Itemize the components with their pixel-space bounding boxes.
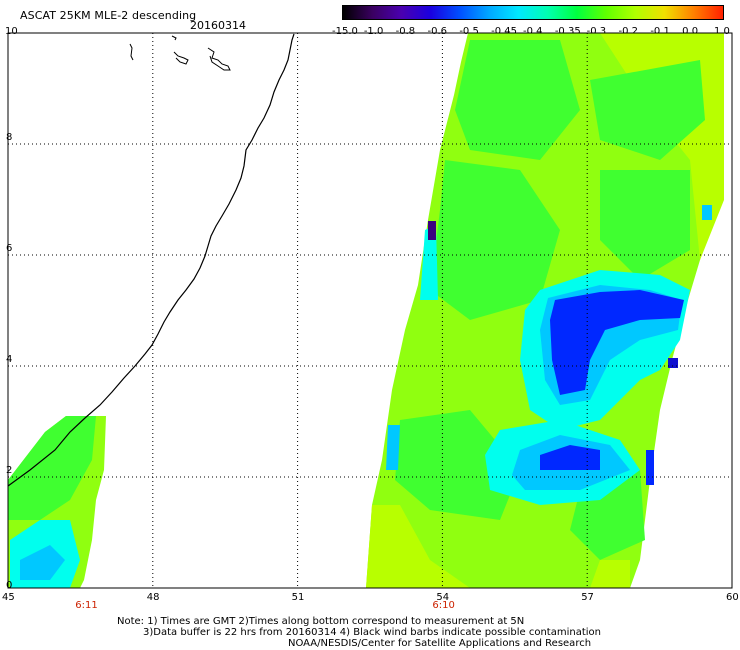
swath-region	[590, 560, 630, 588]
colorbar-tick-label: -0.2	[618, 26, 639, 37]
swath-region	[8, 416, 96, 520]
plot-frame	[7, 32, 733, 589]
island	[129, 43, 134, 61]
y-tick-label: 0	[6, 580, 13, 591]
colorbar-tick-label: -0.45	[491, 26, 518, 37]
colorbar	[342, 5, 724, 20]
islands	[129, 35, 231, 71]
pass-time-label: 6:10	[432, 600, 455, 611]
swath-region	[590, 60, 705, 160]
swath-region	[366, 505, 470, 588]
x-tick-label: 54	[436, 592, 450, 603]
swath-region	[420, 225, 438, 300]
pass-time-label: 6:11	[75, 600, 98, 611]
swath-region	[600, 170, 690, 280]
y-tick-label: 6	[6, 243, 13, 254]
note-line-3: NOAA/NESDIS/Center for Satellite Applica…	[288, 638, 592, 649]
swath-region	[430, 160, 560, 320]
x-tick-label: 57	[581, 592, 594, 603]
colorbar-tick-label: -1.0	[363, 26, 384, 37]
y-tick-label: 4	[6, 354, 13, 365]
swath-region	[20, 545, 65, 580]
swath-region	[668, 358, 678, 368]
swath-region	[550, 290, 684, 395]
y-tick-label: 2	[6, 465, 13, 476]
island	[171, 35, 177, 41]
coastline	[7, 33, 295, 487]
swath-region	[428, 221, 436, 240]
colorbar-tick-label: 1.0	[714, 26, 730, 37]
colorbar-tick-label: -0.3	[586, 26, 607, 37]
island	[173, 51, 189, 65]
colorbar-tick-label: -0.35	[554, 26, 581, 37]
colorbar-tick-label: -0.8	[395, 26, 416, 37]
x-tick-label: 45	[2, 592, 15, 603]
map-date: 20160314	[190, 19, 246, 32]
x-tick-label: 60	[726, 592, 739, 603]
note-line-2: 3)Data buffer is 22 hrs from 20160314 4)…	[143, 627, 601, 638]
swath-region	[395, 410, 520, 520]
swath-region	[540, 445, 600, 470]
y-tick-label: 10	[5, 26, 18, 37]
swath-region	[646, 450, 654, 485]
scatterometer-swath	[8, 33, 724, 588]
x-tick-label: 48	[146, 592, 160, 603]
island	[207, 47, 231, 71]
colorbar-tick-label: -0.5	[459, 26, 479, 37]
colorbar-tick-label: -0.4	[523, 26, 543, 37]
colorbar-labels: -15.0 -1.0 -0.8 -0.6 -0.5 -0.45 -0.4 -0.35 -0.3-…	[0, 0, 740, 40]
swath-region	[455, 40, 580, 160]
swath-region	[702, 205, 712, 220]
x-tick-label: 51	[291, 592, 305, 603]
grid-lines	[8, 33, 732, 588]
y-tick-label: 8	[6, 132, 13, 143]
map-title: ASCAT 25KM MLE-2 descending	[20, 9, 197, 22]
colorbar-tick-label: -15.0	[332, 26, 358, 37]
swath-region	[386, 425, 400, 470]
note-line-1: Note: 1) Times are GMT 2)Times along bot…	[117, 616, 525, 627]
colorbar-tick-label: -0.6	[427, 26, 448, 37]
colorbar-tick-label: -0.1	[650, 26, 670, 37]
colorbar-tick-label: 0.0	[682, 26, 699, 37]
